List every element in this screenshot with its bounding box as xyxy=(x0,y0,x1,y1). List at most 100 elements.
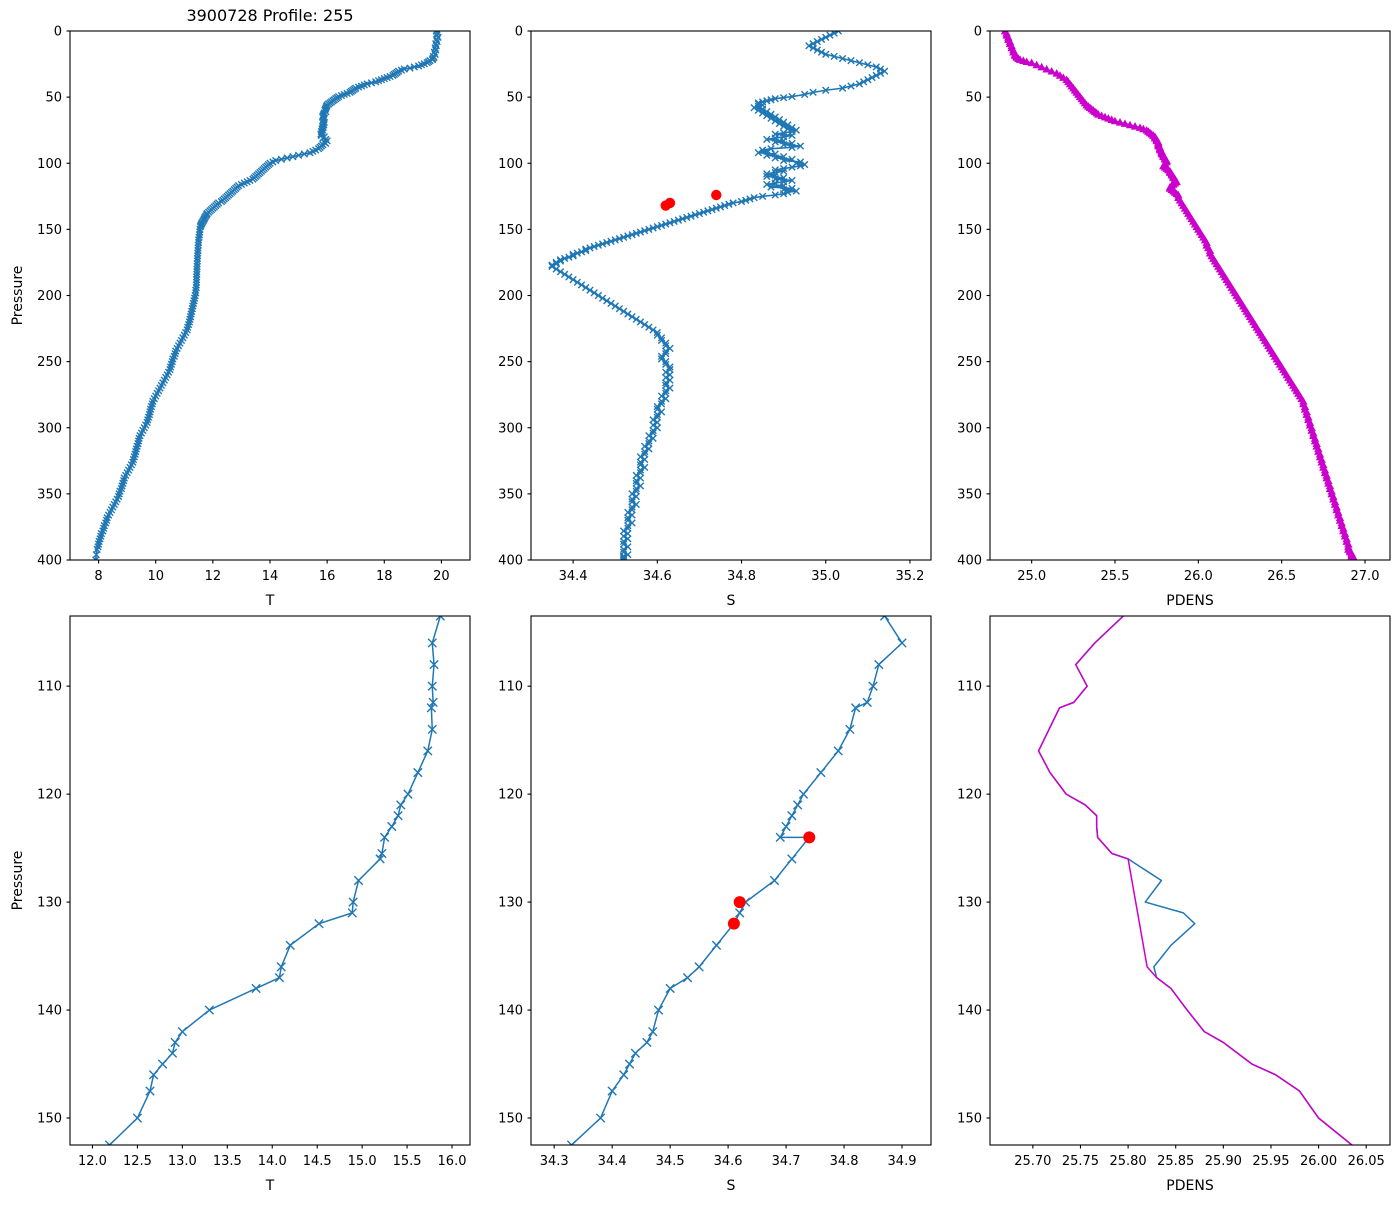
x-axis-label: T xyxy=(265,593,275,609)
y-tick-label: 400 xyxy=(957,554,982,569)
x-tick-label: 25.80 xyxy=(1109,1154,1146,1169)
x-tick-label: 12.0 xyxy=(78,1154,107,1169)
x-tick-label: 25.5 xyxy=(1101,569,1130,584)
x-tick-label: 34.8 xyxy=(727,569,756,584)
flagged-point[interactable] xyxy=(803,831,816,844)
series-markers-T xyxy=(104,616,446,1145)
y-tick-label: 130 xyxy=(498,896,523,911)
y-tick-label: 0 xyxy=(54,25,62,40)
y-tick-label: 120 xyxy=(957,788,982,803)
y-tick-label: 150 xyxy=(498,1112,523,1127)
panel-temperature-full[interactable]: 3900728 Profile: 255 8 10 12 14 16 18 20 0 50 100 1… xyxy=(2,0,484,622)
x-tick-label: 18 xyxy=(376,569,393,584)
plot-background xyxy=(70,616,470,1145)
flagged-point[interactable] xyxy=(711,189,722,201)
y-tick-label: 200 xyxy=(957,289,982,304)
flagged-points[interactable] xyxy=(727,831,816,930)
flagged-point[interactable] xyxy=(733,896,746,909)
plot-bottom-right-density-zoom: 25.70 25.75 25.80 25.85 25.90 25.95 26.00 26.05… xyxy=(957,615,1391,1194)
flagged-points[interactable] xyxy=(660,189,722,211)
y-tick-label: 150 xyxy=(37,1112,62,1127)
series-markers-T xyxy=(92,31,442,560)
y-tick-label: 300 xyxy=(37,421,62,436)
axes-frame xyxy=(530,615,932,1146)
x-tick-label: 25.70 xyxy=(1014,1154,1051,1169)
x-tick-label: 25.75 xyxy=(1062,1154,1099,1169)
x-axis-label: S xyxy=(727,593,736,609)
x-tick-label: 13.0 xyxy=(168,1154,197,1169)
panel-temperature-zoom[interactable]: 12.0 12.5 13.0 13.5 14.0 14.5 15.0 15.5 16.0 110 1… xyxy=(2,585,484,1207)
x-tick-label: 25.0 xyxy=(1017,569,1046,584)
x-tick-label: 34.7 xyxy=(772,1154,801,1169)
y-tick-label: 350 xyxy=(37,487,62,502)
plot-background xyxy=(531,616,931,1145)
y-tick-label: 400 xyxy=(37,554,62,569)
y-tick-label: 110 xyxy=(957,680,982,695)
panel-salinity-full[interactable]: 34.4 34.6 34.8 35.0 35.2 0 50 100 150 200 250 300 35… xyxy=(463,0,945,622)
plot-bottom-left-temperature-zoom: 12.0 12.5 13.0 13.5 14.0 14.5 15.0 15.5 16.01101… xyxy=(10,615,471,1194)
x-axis-label: S xyxy=(727,1178,736,1194)
x-tick-label: 16.0 xyxy=(438,1154,467,1169)
y-tick-label: 250 xyxy=(498,355,523,370)
y-axis-ticks: 0 50 100 150 200 250 300 350 400 xyxy=(957,25,990,569)
x-tick-label: 15.5 xyxy=(393,1154,422,1169)
x-axis-ticks: 8 10 12 14 16 18 20 xyxy=(94,560,450,584)
x-tick-label: 34.5 xyxy=(656,1154,685,1169)
y-tick-label: 150 xyxy=(957,223,982,238)
y-axis-ticks: 0 50 100 150 200 250 300 350 400 xyxy=(37,25,70,569)
x-axis-ticks: 25.70 25.75 25.80 25.85 25.90 25.95 26.00 26.05 xyxy=(1014,1145,1385,1169)
y-axis-ticks: 110 120 130 140 150 xyxy=(957,680,990,1127)
series-markers-S xyxy=(566,616,907,1145)
x-tick-label: 12 xyxy=(205,569,222,584)
y-axis-ticks: 110 120 130 140 150 xyxy=(498,680,531,1127)
y-tick-label: 110 xyxy=(498,680,523,695)
x-tick-label: 26.5 xyxy=(1267,569,1296,584)
y-tick-label: 0 xyxy=(974,25,982,40)
panel-density-zoom[interactable]: 25.70 25.75 25.80 25.85 25.90 25.95 26.00 26.05… xyxy=(922,585,1400,1207)
x-tick-label: 13.5 xyxy=(213,1154,242,1169)
x-tick-label: 14 xyxy=(262,569,279,584)
y-tick-label: 100 xyxy=(37,157,62,172)
plot-top-middle-salinity: 34.4 34.6 34.8 35.0 35.2 0 50 100 150 200 250 300 35… xyxy=(498,25,932,609)
x-tick-label: 14.0 xyxy=(258,1154,287,1169)
y-tick-label: 400 xyxy=(498,554,523,569)
flagged-point[interactable] xyxy=(727,917,740,930)
y-tick-label: 50 xyxy=(45,91,62,106)
x-tick-label: 34.6 xyxy=(714,1154,743,1169)
y-tick-label: 100 xyxy=(498,157,523,172)
y-tick-label: 140 xyxy=(37,1004,62,1019)
data-layer xyxy=(104,616,446,1145)
y-axis-ticks: 110 120 130 140 150 xyxy=(37,680,70,1127)
y-tick-label: 150 xyxy=(37,223,62,238)
x-tick-label: 34.9 xyxy=(888,1154,917,1169)
data-layer xyxy=(548,31,889,560)
series-markers-PDENS xyxy=(1000,31,1358,560)
x-axis-ticks: 12.0 12.5 13.0 13.5 14.0 14.5 15.0 15.5 16.0 xyxy=(78,1145,467,1169)
y-tick-label: 50 xyxy=(506,91,523,106)
series-line-PDENS-magenta xyxy=(1037,616,1353,1145)
panel-salinity-zoom[interactable]: 34.3 34.4 34.5 34.6 34.7 34.8 34.9 110 120 130 140… xyxy=(463,585,945,1207)
x-tick-label: 25.90 xyxy=(1205,1154,1242,1169)
x-axis-label: PDENS xyxy=(1166,593,1214,609)
plot-background xyxy=(70,31,470,560)
y-axis-label: Pressure xyxy=(10,851,26,911)
x-tick-label: 34.6 xyxy=(643,569,672,584)
panel-density-full[interactable]: 25.0 25.5 26.0 26.5 27.0 0 50 100 150 200 250 300 35… xyxy=(922,0,1400,622)
x-axis-ticks: 25.0 25.5 26.0 26.5 27.0 xyxy=(1017,560,1379,584)
y-tick-label: 300 xyxy=(498,421,523,436)
x-tick-label: 34.4 xyxy=(559,569,588,584)
y-tick-label: 200 xyxy=(498,289,523,304)
y-tick-label: 140 xyxy=(498,1004,523,1019)
data-layer xyxy=(92,31,442,560)
y-tick-label: 110 xyxy=(37,680,62,695)
x-tick-label: 8 xyxy=(94,569,102,584)
chart-title: 3900728 Profile: 255 xyxy=(186,6,353,25)
x-tick-label: 34.3 xyxy=(540,1154,569,1169)
y-tick-label: 100 xyxy=(957,157,982,172)
flagged-point[interactable] xyxy=(664,197,676,209)
y-tick-label: 130 xyxy=(37,896,62,911)
axes-frame xyxy=(69,615,471,1146)
x-axis-ticks: 34.4 34.6 34.8 35.0 35.2 xyxy=(559,560,924,584)
